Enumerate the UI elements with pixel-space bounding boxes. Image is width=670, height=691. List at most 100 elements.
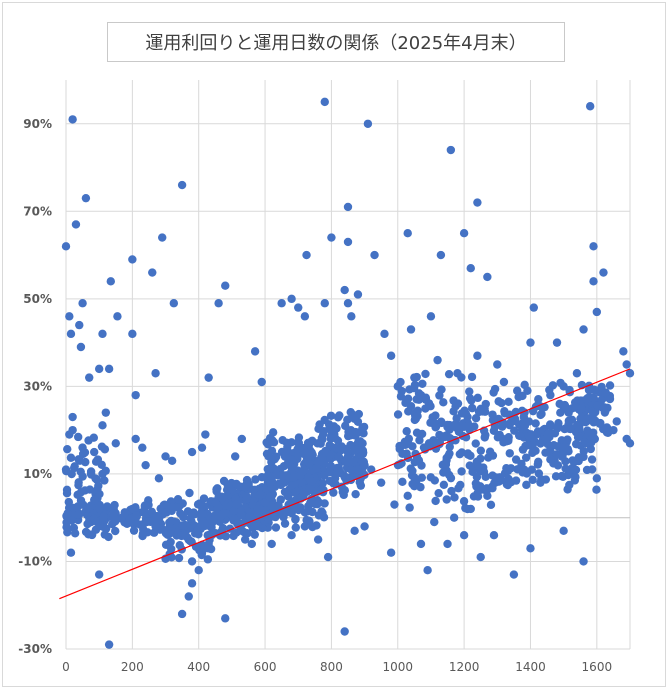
data-point bbox=[401, 440, 410, 449]
data-point bbox=[104, 640, 114, 649]
data-point bbox=[476, 446, 486, 455]
data-point bbox=[436, 250, 446, 260]
data-point bbox=[573, 433, 583, 442]
y-tick-labels: -30% -10% 10% 30% 50% 70% 90% bbox=[18, 117, 52, 656]
data-point bbox=[197, 443, 207, 452]
data-point bbox=[65, 430, 74, 439]
data-point bbox=[78, 443, 87, 452]
data-point bbox=[173, 495, 183, 504]
data-point bbox=[225, 484, 234, 494]
data-point bbox=[505, 449, 514, 458]
data-point bbox=[471, 439, 480, 448]
data-point bbox=[247, 539, 256, 549]
data-point bbox=[502, 464, 511, 473]
data-point bbox=[336, 468, 345, 477]
data-point bbox=[83, 519, 92, 529]
data-point bbox=[592, 307, 602, 317]
data-point bbox=[162, 508, 171, 517]
data-point bbox=[101, 524, 111, 533]
data-point bbox=[301, 448, 310, 457]
data-point bbox=[270, 454, 279, 464]
data-point bbox=[151, 522, 160, 531]
data-point bbox=[66, 453, 76, 462]
data-point bbox=[499, 437, 509, 447]
data-point bbox=[482, 484, 492, 493]
data-point bbox=[184, 592, 193, 601]
data-point bbox=[504, 474, 513, 484]
data-point bbox=[287, 455, 297, 464]
x-tick-label: 800 bbox=[320, 660, 343, 674]
data-point bbox=[85, 373, 94, 382]
trendline bbox=[59, 368, 631, 600]
data-point bbox=[279, 471, 288, 480]
data-point bbox=[573, 420, 582, 430]
data-point bbox=[472, 472, 482, 482]
data-point bbox=[253, 504, 262, 514]
data-point bbox=[94, 364, 104, 374]
data-point bbox=[288, 481, 297, 490]
data-point bbox=[74, 480, 83, 490]
data-point bbox=[343, 202, 353, 212]
data-point bbox=[549, 441, 559, 450]
data-point bbox=[169, 299, 179, 308]
data-point bbox=[331, 443, 340, 453]
data-point bbox=[167, 456, 177, 465]
data-point bbox=[537, 409, 546, 419]
data-point bbox=[417, 473, 427, 482]
data-point bbox=[138, 443, 147, 452]
data-point bbox=[218, 509, 228, 519]
data-point bbox=[199, 501, 208, 511]
data-point bbox=[426, 312, 436, 321]
data-point bbox=[439, 480, 449, 489]
data-point bbox=[559, 526, 568, 536]
data-point bbox=[505, 420, 514, 430]
data-point bbox=[557, 471, 567, 481]
data-point bbox=[149, 528, 159, 537]
data-point bbox=[559, 382, 568, 391]
data-point bbox=[326, 411, 336, 420]
data-point bbox=[90, 447, 99, 457]
data-point bbox=[231, 452, 240, 461]
data-point bbox=[589, 393, 598, 403]
data-point bbox=[589, 277, 598, 286]
data-point bbox=[476, 482, 485, 491]
data-point bbox=[204, 539, 213, 549]
data-point bbox=[262, 438, 271, 447]
data-point bbox=[465, 461, 475, 470]
data-point bbox=[199, 494, 209, 503]
data-point bbox=[526, 338, 535, 347]
data-point bbox=[511, 476, 521, 485]
data-point bbox=[300, 312, 310, 321]
data-point bbox=[347, 465, 356, 475]
data-point bbox=[467, 372, 477, 382]
data-point bbox=[450, 493, 459, 502]
data-point bbox=[493, 360, 502, 369]
data-point bbox=[75, 320, 84, 330]
data-point bbox=[546, 455, 555, 464]
data-point bbox=[491, 473, 501, 482]
data-point bbox=[306, 498, 315, 508]
data-point bbox=[483, 272, 492, 282]
data-point bbox=[579, 325, 588, 334]
data-point bbox=[268, 428, 278, 437]
data-point bbox=[439, 398, 448, 407]
data-point bbox=[269, 438, 279, 447]
data-point bbox=[76, 487, 86, 497]
data-point bbox=[410, 409, 420, 418]
x-tick-label: 400 bbox=[187, 660, 210, 674]
data-point bbox=[263, 471, 272, 480]
data-point bbox=[430, 517, 439, 527]
data-point bbox=[393, 382, 402, 391]
data-point bbox=[94, 570, 104, 579]
data-point bbox=[584, 385, 594, 395]
data-point bbox=[93, 455, 103, 464]
data-point bbox=[424, 439, 434, 448]
data-point bbox=[274, 501, 283, 510]
data-point bbox=[602, 423, 612, 432]
data-point bbox=[262, 449, 272, 458]
data-point bbox=[86, 469, 96, 478]
data-point bbox=[416, 539, 426, 549]
data-point bbox=[194, 566, 203, 575]
y-tick-label: 30% bbox=[23, 379, 52, 393]
